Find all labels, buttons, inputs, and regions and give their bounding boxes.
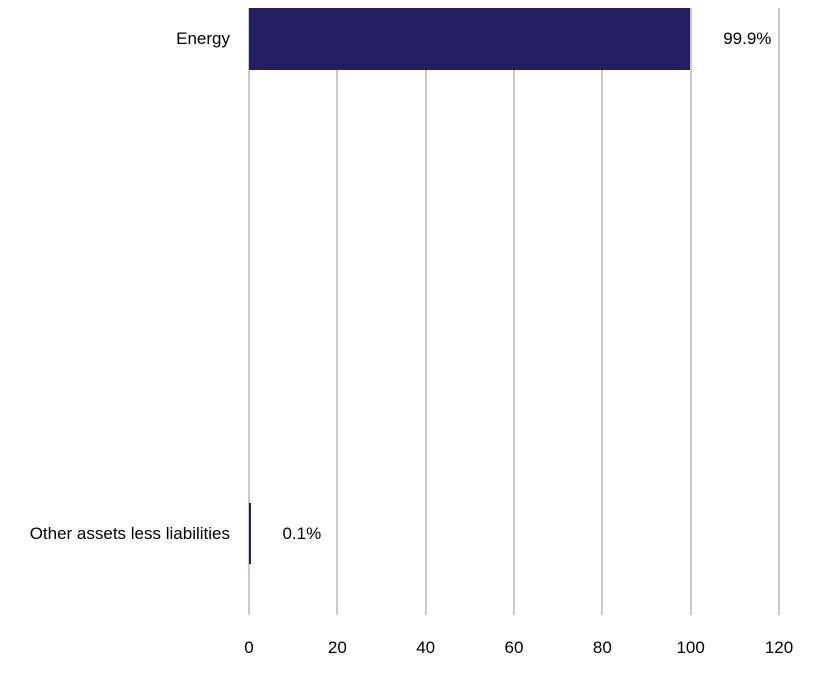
gridline [424, 8, 427, 615]
gridline [336, 8, 339, 615]
bar-other-assets-less-liabilities [249, 503, 251, 564]
gridline [689, 8, 692, 615]
gridline [248, 8, 250, 615]
value-label-other-assets-less-liabilities: 0.1% [282, 523, 322, 543]
category-label-other-assets-less-liabilities: Other assets less liabilities [29, 523, 230, 543]
value-label-energy: 99.9% [723, 29, 772, 48]
x-axis-tick-label: 60 [504, 638, 524, 657]
x-axis-tick-label: 80 [592, 638, 612, 657]
gridline [513, 8, 515, 615]
bar-energy [249, 8, 691, 70]
x-axis-tick-label: 0 [244, 638, 254, 657]
x-axis-tick-label: 120 [764, 638, 794, 657]
x-axis-tick-label: 100 [676, 638, 705, 657]
x-axis-tick-label: 40 [416, 638, 436, 657]
x-axis-tick-label: 20 [327, 638, 347, 657]
gridline [601, 8, 604, 615]
gridline [778, 8, 780, 615]
category-label-energy: Energy [176, 29, 230, 48]
